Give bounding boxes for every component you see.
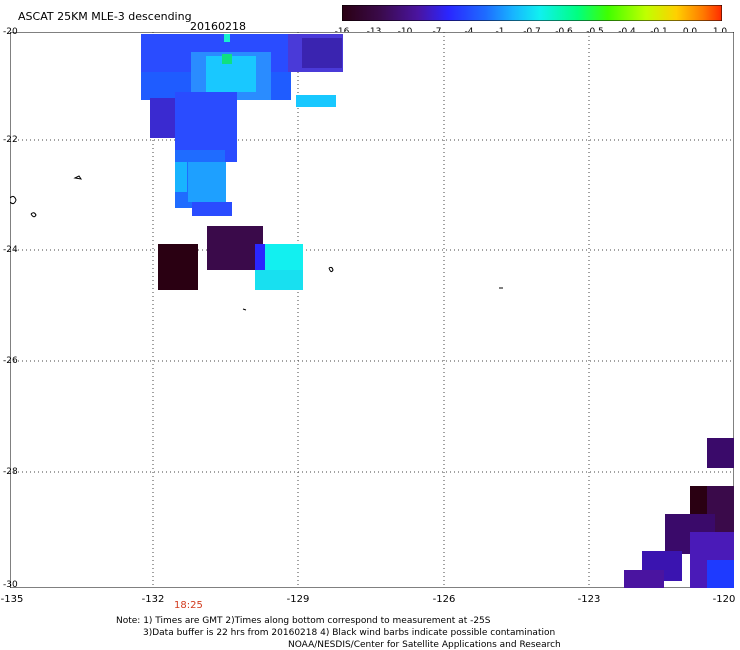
lat-label: -22: [3, 135, 18, 145]
lat-label: -24: [3, 245, 18, 255]
colorbar: [342, 5, 722, 21]
lon-label: -123: [577, 594, 601, 605]
credit-line: NOAA/NESDIS/Center for Satellite Applica…: [288, 640, 561, 650]
lon-label: -120: [712, 594, 736, 605]
lon-label: -132: [141, 594, 165, 605]
map-title: ASCAT 25KM MLE-3 descending: [18, 10, 192, 23]
note-line: 3)Data buffer is 22 hrs from 20160218 4)…: [143, 628, 556, 638]
lat-label: -28: [3, 467, 18, 477]
wind-swath-north: [141, 34, 343, 216]
time-label: 18:25: [174, 600, 203, 611]
map-date: 20160218: [190, 20, 246, 33]
lat-label: -26: [3, 356, 18, 366]
wind-swath-south: [624, 438, 734, 588]
map-plot-area: [10, 32, 734, 588]
lon-label: -126: [432, 594, 456, 605]
lon-label: -129: [286, 594, 310, 605]
lon-label: -135: [0, 594, 24, 605]
lat-label: -20: [3, 27, 18, 37]
coastlines: [10, 175, 503, 311]
wind-swath-middle: [158, 226, 303, 290]
note-line: Note: 1) Times are GMT 2)Times along bot…: [116, 616, 491, 626]
lat-label: -30: [3, 580, 18, 590]
